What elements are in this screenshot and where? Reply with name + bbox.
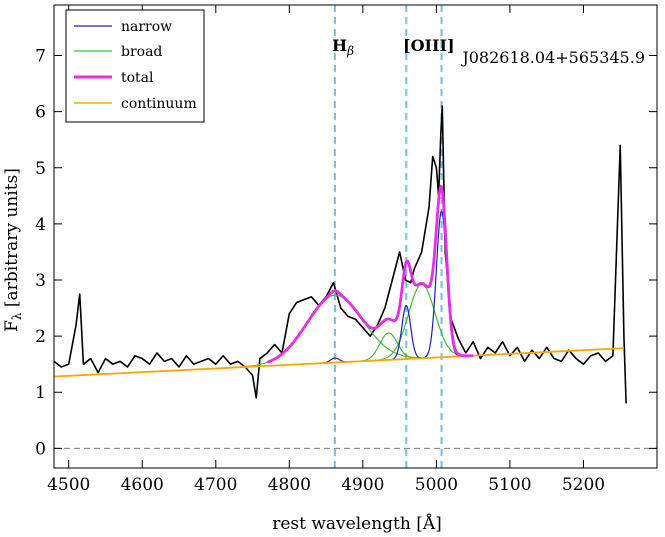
y-axis-label-main: F (2, 320, 22, 332)
annotation-hbeta: Hβ (332, 36, 354, 58)
annotation-hbeta-main: H (332, 36, 347, 55)
y-tick-label: 4 (35, 215, 46, 235)
legend: narrow broad total continuum (65, 9, 205, 123)
total-fit-line (266, 184, 474, 364)
annotation-hbeta-sub: β (346, 44, 354, 58)
y-tick-label: 1 (35, 383, 46, 403)
object-name: J082618.04+565345.9 (460, 48, 645, 67)
spectrum-line (53, 105, 627, 404)
x-tick-label: 4800 (268, 475, 311, 495)
legend-label-narrow: narrow (121, 19, 172, 35)
y-tick-label: 6 (35, 103, 46, 123)
y-axis-label-rest: [arbitrary units] (2, 168, 22, 312)
continuum-line (53, 347, 624, 378)
x-tick-label: 5100 (488, 475, 531, 495)
x-tick-label: 4600 (121, 475, 164, 495)
reference-lines (54, 5, 657, 468)
series-layer (53, 105, 627, 404)
line-annotations: Hβ [OIII] J082618.04+565345.9 (332, 36, 645, 67)
x-axis-label: rest wavelength [Å] (272, 513, 442, 534)
y-axis-label: Fλ [arbitrary units] (2, 168, 24, 332)
plot-frame (53, 4, 658, 469)
y-tick-label: 7 (35, 47, 46, 67)
narrow-component-1 (388, 305, 424, 361)
annotation-oiii: [OIII] (403, 36, 455, 55)
y-tick-label: 3 (35, 271, 46, 291)
y-tick-label: 2 (35, 327, 46, 347)
y-axis-label-sub: λ (10, 312, 24, 320)
x-tick-label: 5000 (415, 475, 458, 495)
x-tick-label: 5200 (562, 475, 605, 495)
y-tick-label: 0 (35, 439, 46, 459)
y-tick-label: 5 (35, 159, 46, 179)
legend-label-broad: broad (121, 44, 162, 60)
axis-ticks: 4500 4600 4700 4800 4900 5000 5100 5200 0 1 2 3 4 5 6 7 (35, 5, 657, 495)
legend-label-continuum: continuum (121, 96, 197, 112)
x-tick-label: 4500 (47, 475, 90, 495)
legend-label-total: total (121, 70, 154, 86)
x-tick-label: 4700 (194, 475, 237, 495)
x-tick-label: 4900 (341, 475, 384, 495)
